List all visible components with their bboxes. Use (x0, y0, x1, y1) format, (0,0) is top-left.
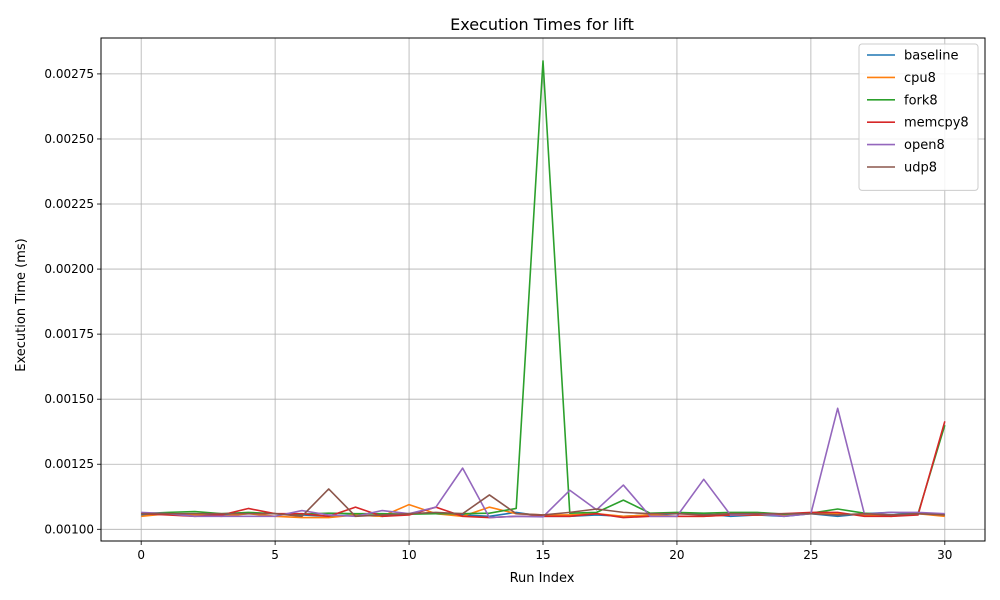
y-axis: 0.00100 0.00125 0.00150 0.00175 0.00200 0.002… (44, 67, 101, 536)
x-tick-label: 30 (937, 548, 952, 562)
legend-label-fork8: fork8 (904, 93, 938, 108)
x-tick-label: 25 (803, 548, 818, 562)
series-line-udp8 (141, 488, 945, 518)
legend-label-open8: open8 (904, 138, 945, 153)
legend-box (858, 43, 979, 191)
y-tick-label: 0.00275 (44, 67, 94, 81)
y-tick-label: 0.00200 (44, 262, 94, 276)
y-tick-label: 0.00125 (44, 457, 94, 471)
y-tick-label: 0.00225 (44, 197, 94, 211)
legend-label-memcpy8: memcpy8 (904, 116, 969, 131)
x-axis-label: Run Index (510, 571, 575, 586)
x-tick-label: 0 (137, 548, 145, 562)
y-tick-label: 0.00150 (44, 392, 94, 406)
legend-label-baseline: baseline (904, 49, 958, 64)
y-tick-label: 0.00100 (44, 522, 94, 536)
y-axis-label: Execution Time (ms) (14, 238, 29, 371)
x-tick-label: 10 (401, 548, 416, 562)
chart-title: Execution Times for lift (450, 15, 634, 34)
x-tick-label: 20 (669, 548, 684, 562)
y-tick-label: 0.00250 (44, 132, 94, 146)
legend-label-cpu8: cpu8 (904, 71, 936, 86)
series-lines (141, 60, 946, 519)
x-tick-label: 15 (535, 548, 550, 562)
y-tick-label: 0.00175 (44, 327, 94, 341)
x-axis: 0 5 10 15 20 25 30 (137, 541, 952, 562)
x-tick-label: 5 (271, 548, 279, 562)
legend: baseline cpu8 fork8 memcpy8 open8 udp8 (858, 43, 979, 191)
legend-label-udp8: udp8 (904, 161, 937, 176)
